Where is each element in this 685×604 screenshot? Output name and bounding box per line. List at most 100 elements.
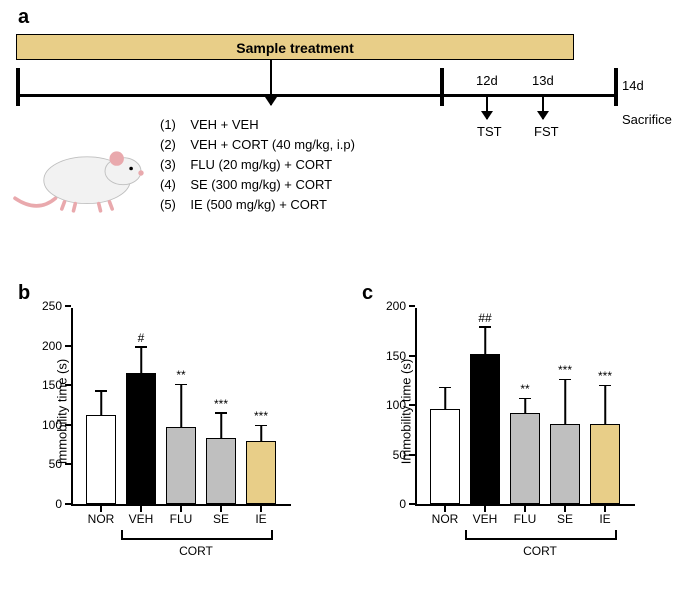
cort-label: CORT (523, 544, 557, 558)
chart-errorcap (439, 387, 451, 389)
cort-bracket (615, 530, 617, 538)
chart-ytick-label: 0 (34, 497, 62, 511)
timeline-tick-start (16, 68, 20, 106)
rat-icon (10, 128, 155, 218)
chart-ytick (65, 384, 71, 386)
chart-ytick (65, 345, 71, 347)
chart-ytick-label: 200 (34, 339, 62, 353)
chart-errorcap (175, 384, 187, 386)
chart-errorbar (604, 386, 606, 424)
chart-ytick (65, 503, 71, 505)
chart-xtick-label: IE (587, 512, 623, 526)
chart-bar (206, 438, 236, 504)
chart-b-bars: #******** (71, 306, 291, 504)
chart-xtick-label: FLU (163, 512, 199, 526)
chart-ytick-label: 200 (378, 299, 406, 313)
chart-ytick-label: 150 (34, 378, 62, 392)
chart-errorcap (559, 379, 571, 381)
chart-sig-label: *** (254, 409, 268, 423)
chart-b: Immobility time (s) #******** 0501001502… (16, 290, 316, 600)
cort-bracket (121, 538, 273, 540)
arrow-tst (486, 97, 488, 119)
chart-xtick-label: NOR (427, 512, 463, 526)
chart-bar (550, 424, 580, 504)
chart-errorbar (444, 388, 446, 409)
chart-errorbar (484, 328, 486, 354)
chart-bar (246, 441, 276, 504)
chart-xtick-label: SE (203, 512, 239, 526)
chart-c-bars: ##******** (415, 306, 635, 504)
treatment-row: (5) IE (500 mg/kg) + CORT (160, 195, 355, 215)
label-tst: TST (477, 124, 502, 139)
chart-xtick-label: NOR (83, 512, 119, 526)
chart-bar (430, 409, 460, 504)
chart-errorbar (260, 426, 262, 441)
cort-bracket (271, 530, 273, 538)
chart-bar (166, 427, 196, 504)
chart-errorcap (255, 425, 267, 427)
chart-errorbar (564, 380, 566, 424)
timeline-tick-end (614, 68, 618, 106)
chart-sig-label: ## (478, 311, 491, 325)
chart-bar (590, 424, 620, 504)
chart-errorbar (140, 348, 142, 373)
chart-errorbar (220, 414, 222, 439)
chart-errorcap (215, 412, 227, 414)
chart-bar (86, 415, 116, 504)
chart-ytick (65, 305, 71, 307)
chart-errorbar (524, 399, 526, 413)
chart-errorcap (95, 390, 107, 392)
chart-ytick (409, 305, 415, 307)
chart-ytick-label: 250 (34, 299, 62, 313)
chart-xtick-label: VEH (467, 512, 503, 526)
label-12d: 12d (476, 73, 498, 88)
chart-ytick-label: 150 (378, 349, 406, 363)
chart-errorcap (519, 398, 531, 400)
treatment-row: (2) VEH + CORT (40 mg/kg, i.p) (160, 135, 355, 155)
cort-bracket (121, 530, 123, 538)
cort-bracket (465, 530, 467, 538)
label-14d: 14d (622, 78, 644, 93)
chart-ytick (65, 463, 71, 465)
treatment-row: (4) SE (300 mg/kg) + CORT (160, 175, 355, 195)
chart-ytick-label: 50 (34, 457, 62, 471)
chart-sig-label: # (138, 331, 145, 345)
chart-sig-label: ** (520, 382, 529, 396)
chart-c: Immobility time (s) ##******** 050100150… (360, 290, 660, 600)
treatment-arrow (270, 60, 272, 105)
chart-xtick-label: IE (243, 512, 279, 526)
chart-errorcap (599, 385, 611, 387)
cort-label: CORT (179, 544, 213, 558)
chart-ytick-label: 50 (378, 448, 406, 462)
chart-errorcap (135, 346, 147, 348)
chart-ytick (65, 424, 71, 426)
chart-ytick-label: 100 (378, 398, 406, 412)
chart-ytick (409, 454, 415, 456)
chart-errorcap (479, 326, 491, 328)
chart-xtick-label: VEH (123, 512, 159, 526)
chart-sig-label: *** (214, 397, 228, 411)
chart-ytick (409, 355, 415, 357)
treatment-row: (1) VEH + VEH (160, 115, 355, 135)
timeline-rail (16, 94, 616, 97)
panel-a: Sample treatment 12d TST 13d FST 14d Sac… (0, 0, 685, 260)
chart-xtick-label: FLU (507, 512, 543, 526)
chart-bar (470, 354, 500, 504)
treatment-bar: Sample treatment (16, 34, 574, 60)
label-13d: 13d (532, 73, 554, 88)
chart-errorbar (180, 385, 182, 427)
cort-bracket (465, 538, 617, 540)
chart-ytick (409, 503, 415, 505)
chart-xtick-label: SE (547, 512, 583, 526)
chart-sig-label: *** (598, 369, 612, 383)
timeline-tick-events (440, 68, 444, 106)
chart-sig-label: *** (558, 363, 572, 377)
chart-ytick (409, 404, 415, 406)
chart-bar (510, 413, 540, 504)
chart-sig-label: ** (176, 368, 185, 382)
arrow-fst (542, 97, 544, 119)
label-sacrifice: Sacrifice (622, 112, 672, 127)
chart-ytick-label: 100 (34, 418, 62, 432)
treatment-row: (3) FLU (20 mg/kg) + CORT (160, 155, 355, 175)
chart-ytick-label: 0 (378, 497, 406, 511)
